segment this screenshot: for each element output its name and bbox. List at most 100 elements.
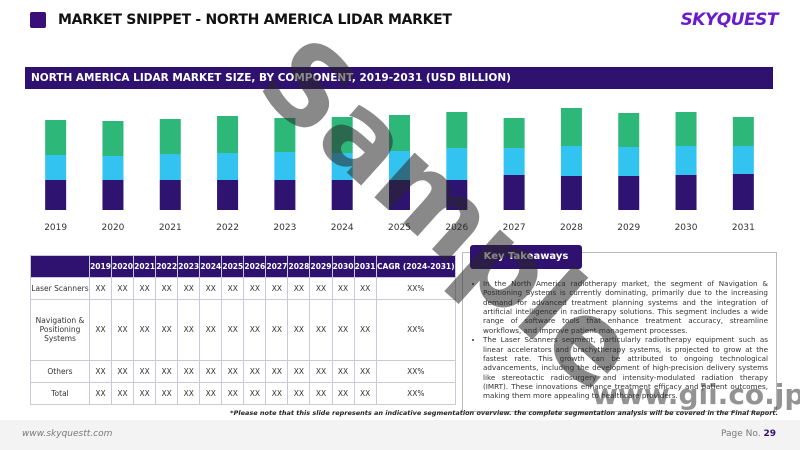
row-label: Navigation & Positioning Systems xyxy=(30,298,90,362)
x-tick-label: 2028 xyxy=(560,223,583,233)
cell: XX xyxy=(155,298,179,362)
cell: XX xyxy=(287,276,311,300)
header-cell: 2022 xyxy=(155,255,179,278)
table-row: Navigation & Positioning Systems XX XX XX XX… xyxy=(30,298,457,362)
cell: XX xyxy=(309,360,333,384)
takeaways-box: In the North America radiotherapy market… xyxy=(462,252,777,412)
bar-segment xyxy=(503,175,525,210)
cell: XX xyxy=(265,382,289,405)
cell: XX xyxy=(309,382,333,405)
cell: XX% xyxy=(375,298,457,362)
x-tick-label: 2019 xyxy=(44,223,67,233)
x-tick-label: 2020 xyxy=(102,223,125,233)
bar-segment xyxy=(732,146,754,174)
bar-segment xyxy=(389,180,410,210)
header-row: 2019 2020 2021 2022 2023 2024 2025 2026 2027 2028… xyxy=(30,255,457,278)
row-label: Others xyxy=(30,360,90,384)
cell: XX xyxy=(309,276,333,300)
cell: XX xyxy=(133,360,157,384)
bar-segment xyxy=(274,180,296,210)
cell: XX xyxy=(177,360,201,384)
header-cell: 2019 xyxy=(88,255,113,278)
takeaway: In the North America radiotherapy market… xyxy=(483,279,768,335)
bar-segment xyxy=(102,180,124,210)
cell: XX xyxy=(331,382,355,405)
header-cell: 2030 xyxy=(331,255,355,278)
bar-segment xyxy=(217,116,239,153)
bar-segment xyxy=(331,180,353,210)
cell: XX xyxy=(331,360,355,384)
header-cell xyxy=(30,255,90,278)
x-tick-label: 2029 xyxy=(617,223,640,233)
cell: XX% xyxy=(375,382,457,405)
cell: XX xyxy=(155,360,179,384)
cell: XX xyxy=(155,276,179,300)
cell: XX xyxy=(221,298,245,362)
cell: XX xyxy=(265,360,289,384)
cell: XX xyxy=(353,360,377,384)
header-cell: 2025 xyxy=(221,255,245,278)
header-cell: 2028 xyxy=(287,255,311,278)
takeaways-title: Key Takeaways xyxy=(470,245,582,269)
x-tick-label: 2024 xyxy=(331,223,354,233)
page-label: Page No. xyxy=(721,429,761,439)
bar-segment xyxy=(618,113,640,147)
cell: XX xyxy=(88,276,113,300)
cell: XX xyxy=(287,382,311,405)
bar-segment xyxy=(159,180,181,210)
bar-segment xyxy=(446,148,468,180)
header-cell: CAGR (2024-2031) xyxy=(375,255,457,278)
bar-segment xyxy=(675,146,697,175)
cell: XX xyxy=(309,298,333,362)
cell: XX xyxy=(353,298,377,362)
cell: XX xyxy=(88,298,113,362)
title-icon xyxy=(30,12,46,28)
row-label: Laser Scanners xyxy=(30,276,90,300)
bar-segment xyxy=(274,152,296,180)
bar-segment xyxy=(331,153,353,180)
bar-segment xyxy=(503,148,525,175)
takeaway: The Laser Scanners segment, particularly… xyxy=(483,335,768,401)
cell: XX xyxy=(177,382,201,405)
bar-segment xyxy=(331,117,353,153)
cell: XX xyxy=(111,298,135,362)
logo: SKYQUEST xyxy=(680,10,779,30)
chart-title: NORTH AMERICA LIDAR MARKET SIZE, BY COMP… xyxy=(25,67,773,89)
bar-segment xyxy=(732,117,754,146)
table-row: Total XX XX XX XX XX XX XX XX XX XX XX XX XX XX% xyxy=(30,382,457,405)
cell: XX xyxy=(133,298,157,362)
cell: XX xyxy=(111,276,135,300)
bar-segment xyxy=(618,176,640,210)
bar-segment xyxy=(389,115,410,151)
cell: XX xyxy=(353,382,377,405)
cell: XX xyxy=(243,276,267,300)
x-tick-label: 2025 xyxy=(388,223,411,233)
table-row: Others XX XX XX XX XX XX XX XX XX XX XX XX XX XX% xyxy=(30,360,457,384)
cell: XX xyxy=(133,382,157,405)
bar-segment xyxy=(560,146,582,176)
cell: XX xyxy=(199,298,223,362)
x-tick-label: 2031 xyxy=(732,223,755,233)
cell: XX xyxy=(177,298,201,362)
header-cell: 2029 xyxy=(309,255,333,278)
header-cell: 2021 xyxy=(133,255,157,278)
page-number: Page No. 29 xyxy=(721,429,776,439)
cell: XX xyxy=(111,360,135,384)
cell: XX xyxy=(265,276,289,300)
x-tick-label: 2021 xyxy=(159,223,182,233)
slide-title: MARKET SNIPPET - NORTH AMERICA LIDAR MAR… xyxy=(58,12,452,28)
x-tick-label: 2027 xyxy=(503,223,526,233)
cell: XX xyxy=(133,276,157,300)
bar-segment xyxy=(159,119,181,154)
data-table: 2019 2020 2021 2022 2023 2024 2025 2026 2027 2028… xyxy=(30,255,457,405)
table-row: Laser Scanners XX XX XX XX XX XX XX XX XX XX XX XX XX… xyxy=(30,276,457,300)
cell: XX xyxy=(199,276,223,300)
footer-url: www.skyquestt.com xyxy=(22,429,113,439)
cell: XX xyxy=(199,360,223,384)
cell: XX xyxy=(331,276,355,300)
chart: 2019 2020 2021 2022 2023 2024 2025 2026 2027 2028… xyxy=(44,108,755,233)
cell: XX xyxy=(243,298,267,362)
bar-segment xyxy=(675,175,697,210)
header-cell: 2026 xyxy=(243,255,267,278)
